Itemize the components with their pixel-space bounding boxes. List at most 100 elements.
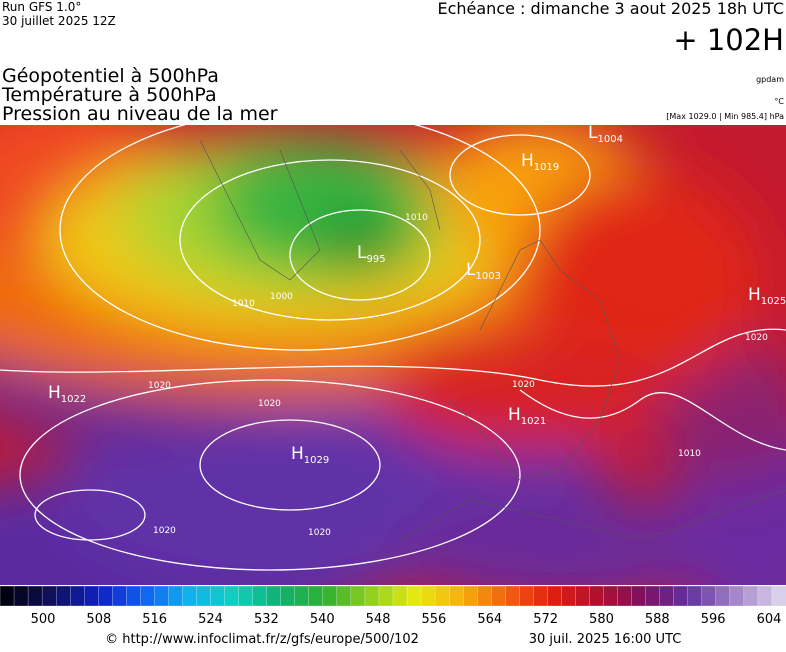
colorbar-swatch <box>238 585 254 607</box>
pressure-center: L995 <box>357 243 386 265</box>
isobars <box>0 125 786 571</box>
colorbar-swatch <box>84 585 99 607</box>
colorbar-swatch <box>168 585 184 607</box>
colorbar-swatch <box>55 585 71 607</box>
colorbar-swatch <box>280 585 296 607</box>
colorbar-swatch <box>98 585 113 607</box>
center-kind: H <box>48 383 61 403</box>
colorbar-label: 548 <box>366 612 391 627</box>
colorbar-swatch <box>729 585 745 607</box>
unit-gpdam: gpdam <box>756 75 784 84</box>
colorbar-swatch <box>603 585 619 607</box>
center-value: 1021 <box>521 416 546 427</box>
colorbar-swatch <box>406 585 422 607</box>
colorbar-label: 524 <box>198 612 223 627</box>
colorbar-swatch <box>322 585 338 607</box>
colorbar-swatch <box>336 585 352 607</box>
pressure-center: H1025 <box>748 285 786 307</box>
colorbar-swatch <box>631 585 647 607</box>
center-value: 1025 <box>761 296 786 307</box>
center-value: 995 <box>366 254 385 265</box>
colorbar-label: 564 <box>477 612 502 627</box>
center-kind: H <box>291 444 304 464</box>
colorbar-swatch <box>757 585 773 607</box>
isobar-label: 1020 <box>308 528 331 538</box>
colorbar-swatch <box>224 585 240 607</box>
center-value: 1004 <box>597 134 622 145</box>
center-value: 1019 <box>534 162 559 173</box>
colorbar-swatch <box>41 585 57 607</box>
colorbar-swatch <box>575 585 591 607</box>
isobar-label: 1000 <box>270 292 293 302</box>
colorbar-label: 508 <box>86 612 111 627</box>
colorbar-swatch <box>126 585 142 607</box>
colorbar-swatch <box>659 585 675 607</box>
colorbar-label: 580 <box>589 612 614 627</box>
colorbar-label: 540 <box>310 612 335 627</box>
map <box>0 125 786 585</box>
pressure-center: H1021 <box>508 405 546 427</box>
lead-time: + 102H <box>673 23 784 57</box>
isobar-label: 1010 <box>678 449 701 459</box>
colorbar-swatch <box>533 585 549 607</box>
colorbar-swatch <box>687 585 703 607</box>
colorbar-label: 500 <box>31 612 56 627</box>
colorbar-swatch <box>210 585 226 607</box>
center-kind: H <box>508 405 521 425</box>
pressure-center: L1004 <box>588 123 623 145</box>
colorbar-swatch <box>771 585 786 607</box>
title-temperature: Température à 500hPa <box>1 84 217 106</box>
colorbar-label: 532 <box>254 612 279 627</box>
colorbar-swatch <box>477 585 492 607</box>
source-url: © http://www.infoclimat.fr/z/gfs/europe/… <box>105 632 419 647</box>
isobar-label: 1010 <box>232 299 255 309</box>
colorbar-swatch <box>505 585 520 607</box>
colorbar-swatch <box>491 585 506 607</box>
isobar-label: 1020 <box>148 381 171 391</box>
colorbar-swatch <box>715 585 731 607</box>
center-value: 1029 <box>304 455 329 466</box>
isobar-label: 1020 <box>258 399 281 409</box>
colorbar-swatch <box>294 585 310 607</box>
center-kind: H <box>521 151 534 171</box>
colorbar-swatch <box>27 585 43 607</box>
isobar-label: 1020 <box>512 380 535 390</box>
colorbar-swatch <box>617 585 633 607</box>
isobar-label: 1020 <box>745 333 768 343</box>
colorbar-swatch <box>743 585 759 607</box>
colorbar-swatch <box>70 585 85 607</box>
colorbar-swatch <box>519 585 535 607</box>
isobar-label: 1020 <box>153 526 176 536</box>
pressure-range: [Max 1029.0 | Min 985.4] hPa <box>666 112 784 121</box>
colorbar <box>0 585 786 607</box>
colorbar-swatch <box>308 585 324 607</box>
pressure-center: H1029 <box>291 444 329 466</box>
colorbar-swatch <box>182 585 198 607</box>
colorbar-swatch <box>350 585 366 607</box>
colorbar-label: 516 <box>142 612 167 627</box>
center-kind: H <box>748 285 761 305</box>
colorbar-swatch <box>420 585 436 607</box>
colorbar-swatch <box>154 585 170 607</box>
colorbar-swatch <box>140 585 156 607</box>
colorbar-swatch <box>448 585 464 607</box>
colorbar-label: 588 <box>645 612 670 627</box>
run-label: Run GFS 1.0° <box>2 0 81 14</box>
colorbar-swatch <box>196 585 212 607</box>
colorbar-label: 572 <box>533 612 558 627</box>
issued-time: 30 juil. 2025 16:00 UTC <box>529 632 682 647</box>
pressure-center: L1003 <box>466 260 501 282</box>
colorbar-swatch <box>589 585 605 607</box>
colorbar-swatch <box>434 585 450 607</box>
colorbar-swatch <box>112 585 127 607</box>
run-date: 30 juillet 2025 12Z <box>2 14 116 28</box>
unit-celsius: °C <box>774 97 784 106</box>
center-value: 1003 <box>475 271 500 282</box>
colorbar-swatch <box>392 585 408 607</box>
colorbar-swatch <box>463 585 478 607</box>
echeance: Echéance : dimanche 3 aout 2025 18h UTC <box>437 0 784 18</box>
colorbar-swatch <box>13 585 29 607</box>
center-kind: L <box>466 260 476 280</box>
center-value: 1022 <box>61 394 86 405</box>
pressure-center: H1022 <box>48 383 86 405</box>
